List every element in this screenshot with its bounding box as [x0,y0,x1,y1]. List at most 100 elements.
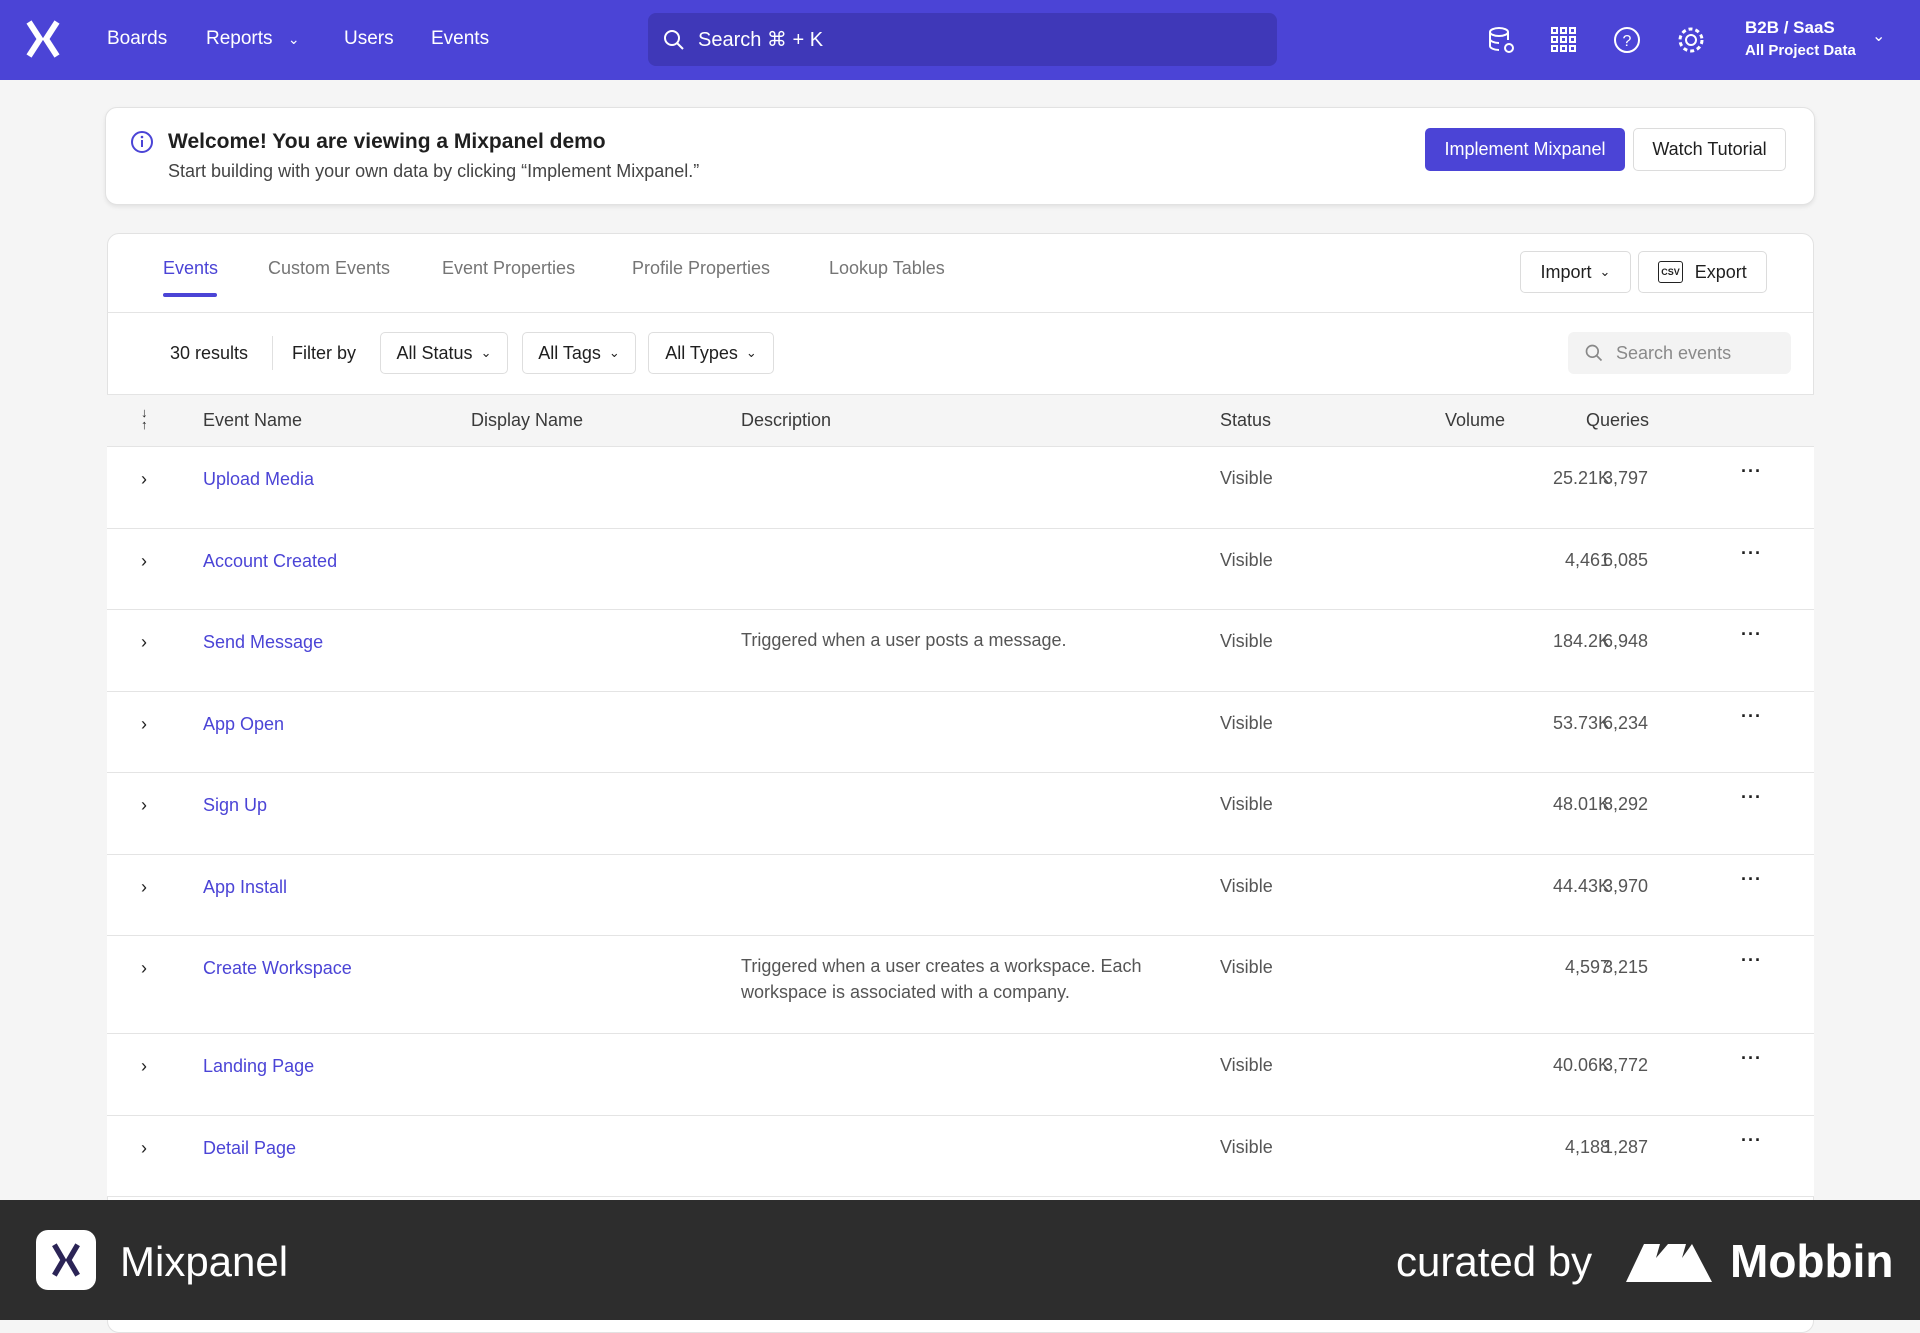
event-volume: 25.21K [1552,468,1610,488]
search-events-input[interactable]: Search events [1568,332,1791,374]
more-options-icon[interactable]: ··· [1741,1048,1762,1068]
more-options-icon[interactable]: ··· [1741,624,1762,644]
more-options-icon[interactable]: ··· [1741,542,1762,563]
mobbin-logo-icon [1626,1244,1712,1282]
event-name-link[interactable]: Detail Page [203,1137,297,1158]
event-queries: 3,970 [1602,875,1648,896]
more-options-icon[interactable]: ··· [1741,1129,1762,1150]
more-options-icon[interactable]: ··· [1741,461,1762,481]
event-queries: 6,234 [1602,712,1648,733]
export-label: Export [1694,261,1747,282]
implement-mixpanel-button[interactable]: Implement Mixpanel [1425,128,1625,171]
expand-row-chevron-icon[interactable]: › [141,713,147,734]
more-options-icon[interactable]: ··· [1741,787,1762,807]
event-status: Visible [1220,712,1273,733]
event-queries: 6,085 [1602,549,1648,570]
expand-row-chevron-icon[interactable]: › [141,876,147,897]
col-event-name[interactable]: Event Name [203,410,303,430]
event-volume: 48.01K [1552,794,1610,814]
more-options-icon[interactable]: ··· [1741,950,1762,970]
event-name-link[interactable]: Sign Up [203,795,268,815]
table-row[interactable]: › App Install Visible 44.43K 3,970 ··· [107,854,1814,936]
table-header [107,394,1814,447]
table-row[interactable]: › App Open Visible 53.73K 6,234 ··· [107,691,1814,773]
event-queries: 3,215 [1602,957,1648,977]
event-name-link[interactable]: Upload Media [203,469,315,489]
tab-event-properties[interactable]: Event Properties [442,258,576,278]
nav-users[interactable]: Users [344,28,394,49]
import-button[interactable]: Import ⌄ [1520,251,1631,293]
nav-boards[interactable]: Boards [107,28,168,49]
types-filter[interactable]: All Types ⌄ [648,332,774,374]
table-row[interactable]: › Create Workspace Triggered when a user… [107,936,1814,1034]
col-volume[interactable]: Volume [1444,410,1505,430]
table-row[interactable]: › Landing Page Visible 40.06K 3,772 ··· [107,1034,1814,1116]
help-icon[interactable]: ? [1611,24,1643,56]
expand-row-chevron-icon[interactable]: › [141,632,147,652]
expand-row-chevron-icon[interactable]: › [141,469,147,489]
expand-row-chevron-icon[interactable]: › [141,958,147,978]
status-filter[interactable]: All Status ⌄ [380,332,508,374]
nav-events[interactable]: Events [431,28,490,49]
table-row[interactable]: › Detail Page Visible 4,188 1,287 ··· [107,1115,1814,1197]
event-volume: 53.73K [1552,712,1610,733]
info-icon [131,131,153,153]
banner-subtitle: Start building with your own data by cli… [168,161,700,181]
event-name-link[interactable]: Create Workspace [203,958,352,978]
footer-bar: Mixpanel curated by Mobbin [0,1200,1920,1320]
event-name-link[interactable]: App Install [203,876,288,897]
apps-grid-icon[interactable] [1548,24,1580,56]
search-placeholder: Search events [1616,342,1732,363]
table-row[interactable]: › Sign Up Visible 48.01K 8,292 ··· [107,773,1814,855]
status-filter-label: All Status [396,342,473,363]
expand-row-chevron-icon[interactable]: › [141,795,147,815]
col-status[interactable]: Status [1220,410,1272,430]
table-row[interactable]: › Send Message Triggered when a user pos… [107,610,1814,692]
project-switcher[interactable]: B2B / SaaS All Project Data [1745,18,1856,59]
expand-row-chevron-icon[interactable]: › [141,1056,147,1076]
chevron-down-icon[interactable]: ⌄ [1872,28,1886,45]
col-description[interactable]: Description [741,410,832,430]
collapse-all-icon[interactable]: ↓ ↑ [141,405,148,432]
watch-tutorial-button[interactable]: Watch Tutorial [1633,128,1786,171]
tab-events[interactable]: Events [163,258,219,278]
event-volume: 4,597 [1564,957,1610,977]
tab-profile-properties[interactable]: Profile Properties [632,258,771,278]
event-name-link[interactable]: Landing Page [203,1056,315,1076]
event-name-link[interactable]: Send Message [203,632,324,652]
event-status: Visible [1220,1055,1273,1075]
global-search[interactable]: Search ⌘ + K [648,13,1277,66]
export-button[interactable]: CSV Export [1638,251,1767,293]
top-nav: Boards Reports ⌄ Users Events Search ⌘ +… [0,0,1920,80]
data-settings-icon[interactable] [1485,24,1517,56]
tags-filter-label: All Tags [538,342,601,363]
table-row[interactable]: › Account Created Visible 4,461 6,085 ··… [107,528,1814,610]
event-queries: 6,948 [1602,631,1648,651]
mixpanel-app-icon [36,1230,96,1290]
more-options-icon[interactable]: ··· [1741,868,1762,889]
col-display-name[interactable]: Display Name [471,410,584,430]
divider [272,336,273,370]
project-name: B2B / SaaS [1745,18,1835,37]
tags-filter[interactable]: All Tags ⌄ [522,332,636,374]
more-options-icon[interactable]: ··· [1741,705,1762,726]
tab-custom-events[interactable]: Custom Events [268,258,391,278]
footer-curated-by: curated by [1396,1238,1593,1285]
tab-lookup-tables[interactable]: Lookup Tables [829,258,945,278]
settings-gear-icon[interactable] [1675,24,1707,56]
expand-row-chevron-icon[interactable]: › [141,550,147,571]
nav-reports-label: Reports [206,28,273,49]
event-queries: 3,797 [1602,468,1648,488]
event-name-link[interactable]: App Open [203,713,285,734]
divider [107,312,1814,313]
col-queries[interactable]: Queries [1586,410,1650,430]
welcome-banner: Welcome! You are viewing a Mixpanel demo… [105,107,1815,205]
expand-row-chevron-icon[interactable]: › [141,1137,147,1158]
event-name-link[interactable]: Account Created [203,550,338,571]
event-status: Visible [1220,468,1273,488]
nav-reports[interactable]: Reports ⌄ [206,28,300,50]
table-row[interactable]: › Upload Media Visible 25.21K 3,797 ··· [107,447,1814,529]
event-status: Visible [1220,549,1273,570]
event-queries: 3,772 [1602,1055,1648,1075]
mixpanel-logo-icon[interactable] [26,20,60,58]
